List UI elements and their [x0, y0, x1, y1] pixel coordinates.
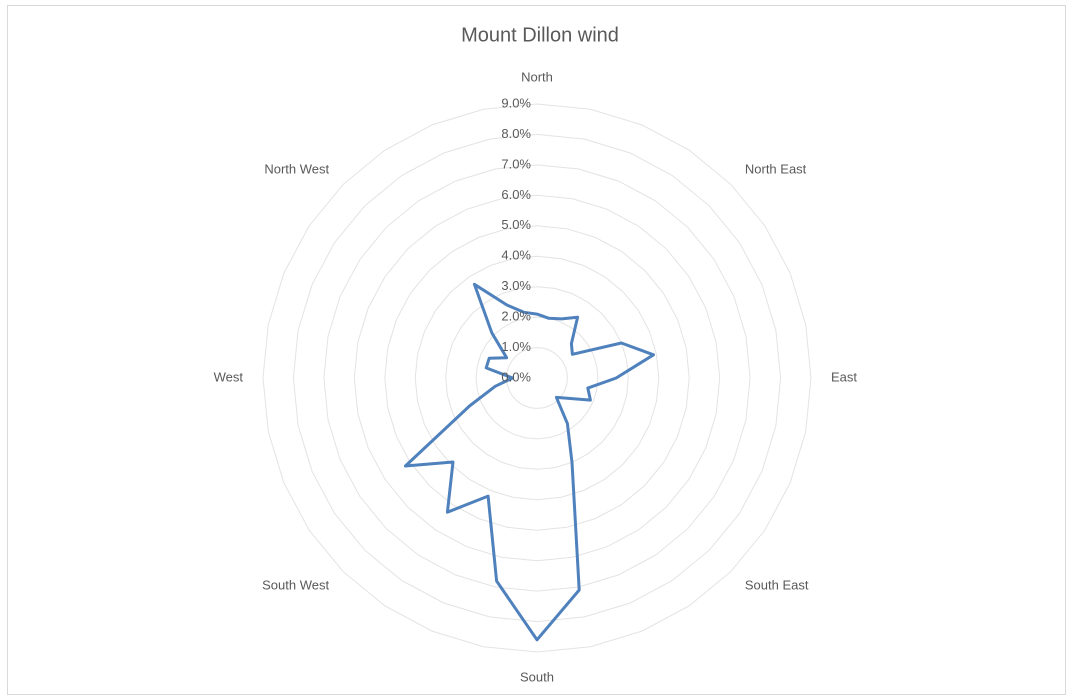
category-label: North West — [264, 162, 329, 177]
grid-ring — [292, 133, 782, 623]
radar-line — [403, 282, 655, 642]
grid-ring — [384, 225, 690, 531]
grid-ring — [323, 164, 751, 592]
r-tick-label: 1.0% — [501, 339, 531, 354]
grid-ring — [262, 103, 812, 653]
category-label: West — [214, 369, 244, 384]
category-label: South East — [745, 577, 809, 592]
category-label: South — [520, 669, 554, 684]
grid-ring — [414, 255, 660, 501]
r-tick-label: 7.0% — [501, 156, 531, 171]
grid-ring — [353, 194, 721, 562]
category-label: East — [831, 369, 857, 384]
grid-ring — [475, 316, 599, 440]
r-tick-label: 3.0% — [501, 278, 531, 293]
chart-frame — [7, 5, 1066, 695]
r-tick-label: 0.0% — [501, 369, 531, 384]
category-label: South West — [262, 577, 329, 592]
grid-ring — [445, 286, 629, 470]
category-label: North — [521, 69, 553, 84]
grid-ring — [506, 347, 568, 409]
r-tick-label: 6.0% — [501, 187, 531, 202]
r-tick-label: 5.0% — [501, 217, 531, 232]
r-tick-label: 8.0% — [501, 126, 531, 141]
r-tick-label: 4.0% — [501, 248, 531, 263]
r-tick-label: 9.0% — [501, 95, 531, 110]
chart-title: Mount Dillon wind — [461, 24, 619, 46]
category-label: North East — [745, 162, 807, 177]
r-tick-label: 2.0% — [501, 309, 531, 324]
